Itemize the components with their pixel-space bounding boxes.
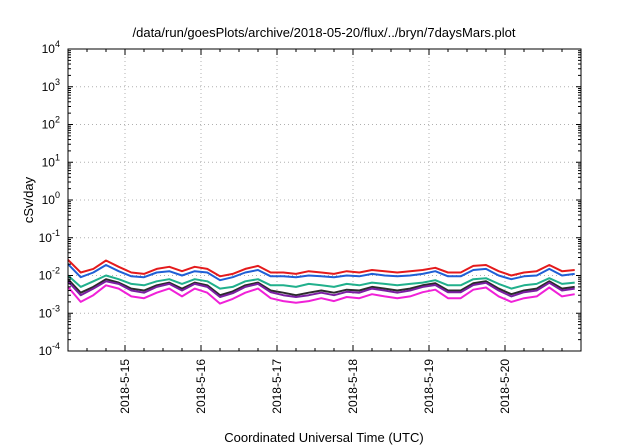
y-tick-label: 10-1 [39, 228, 60, 245]
x-tick-label: 2018-5-17 [270, 359, 284, 414]
y-tick-label: 103 [42, 77, 60, 94]
y-tick-labels: 10-4 10-3 10-2 10-1 100 101 102 103 104 [39, 39, 60, 358]
ticks [67, 48, 582, 352]
series-line-3 [67, 274, 575, 290]
y-axis-label: cSv/day [21, 176, 36, 223]
y-tick-label: 102 [42, 115, 60, 132]
x-axis-label: Coordinated Universal Time (UTC) [224, 430, 423, 445]
y-tick-label: 10-2 [39, 266, 60, 283]
chart-title: /data/run/goesPlots/archive/2018-05-20/f… [133, 25, 516, 40]
grid [68, 49, 581, 351]
y-tick-label: 101 [42, 152, 60, 169]
y-tick-label: 100 [42, 190, 60, 207]
series-line-5 [67, 280, 575, 298]
x-tick-label: 2018-5-15 [118, 359, 132, 414]
x-tick-labels: 2018-5-15 2018-5-16 2018-5-17 2018-5-18 2018… [118, 359, 512, 414]
y-tick-label: 10-3 [39, 303, 60, 320]
x-tick-label: 2018-5-19 [422, 359, 436, 414]
series-line-6 [67, 284, 575, 305]
series-line-4 [67, 278, 575, 297]
series-lines [67, 259, 575, 305]
x-tick-label: 2018-5-16 [194, 359, 208, 414]
x-tick-label: 2018-5-18 [346, 359, 360, 414]
y-tick-label: 104 [42, 39, 60, 56]
series-line-2 [67, 263, 575, 282]
x-tick-label: 2018-5-20 [498, 359, 512, 414]
y-tick-label: 10-4 [39, 341, 60, 358]
series-line-1 [67, 259, 575, 278]
